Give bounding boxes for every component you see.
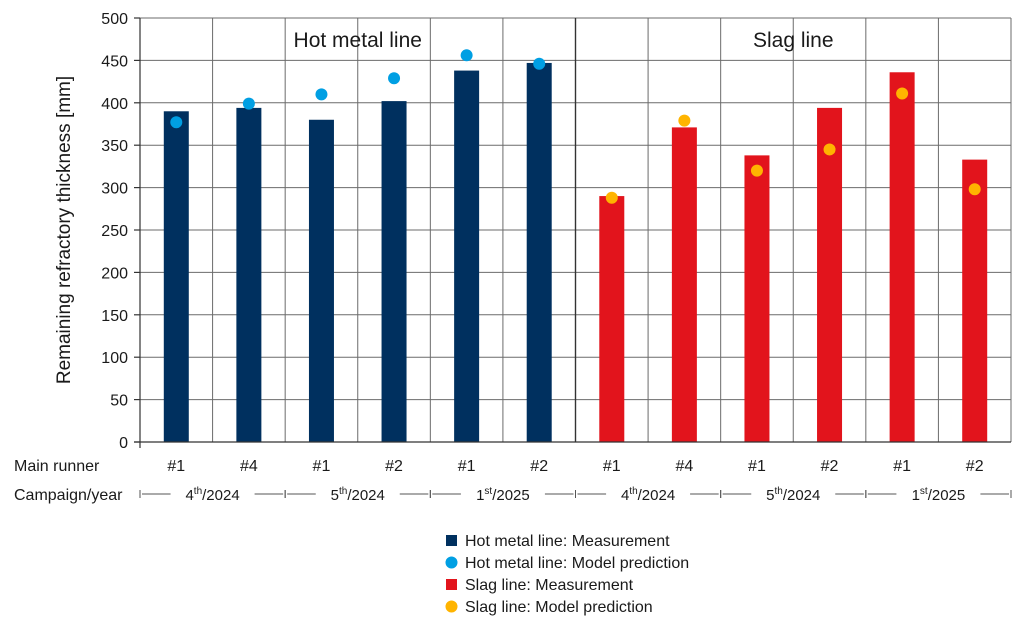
y-tick-label: 400 (101, 96, 128, 113)
section-title: Hot metal line (294, 29, 422, 52)
y-tick-label: 450 (101, 53, 128, 70)
row-label-campaign: Campaign/year (14, 487, 123, 504)
x-tick-label-runner: #1 (167, 458, 185, 475)
x-tick-label-runner: #2 (530, 458, 548, 475)
point-prediction (823, 143, 836, 156)
bar-measurement (381, 101, 407, 442)
x-tick-label-runner: #1 (893, 458, 911, 475)
legend-swatch-circle (445, 556, 458, 569)
point-prediction (605, 191, 618, 204)
point-prediction (968, 183, 981, 196)
legend-label: Slag line: Measurement (465, 577, 634, 594)
campaign-label: 4th/2024 (621, 486, 675, 504)
point-prediction (678, 114, 691, 127)
y-tick-label: 250 (101, 223, 128, 240)
y-axis-label: Remaining refractory thickness [mm] (54, 76, 75, 384)
bar-measurement (817, 107, 843, 442)
bar-measurement (889, 72, 915, 442)
bar-measurement (599, 196, 625, 442)
campaign-label: 1st/2025 (476, 486, 530, 504)
point-prediction (460, 49, 473, 62)
x-tick-label-runner: #4 (240, 458, 258, 475)
x-tick-label-runner: #2 (821, 458, 839, 475)
legend-label: Slag line: Model prediction (465, 599, 653, 616)
point-prediction (388, 72, 401, 85)
point-prediction (315, 88, 328, 101)
campaign-label: 5th/2024 (331, 486, 385, 504)
labels: 0 50 100 150 200 250 300 350 400 450 500 Hot metal … (14, 11, 1012, 504)
bar-measurement (163, 111, 189, 442)
campaign-label: 1st/2025 (912, 486, 966, 504)
prediction-points (170, 49, 981, 204)
point-prediction (533, 57, 546, 70)
y-tick-label: 150 (101, 308, 128, 325)
point-prediction (170, 116, 183, 129)
x-tick-label-runner: #2 (385, 458, 403, 475)
x-tick-label-runner: #4 (675, 458, 693, 475)
y-tick-label: 300 (101, 181, 128, 198)
y-tick-label: 200 (101, 265, 128, 282)
row-label-runner: Main runner (14, 458, 100, 475)
legend-label: Hot metal line: Measurement (465, 533, 670, 550)
y-tick-label: 100 (101, 350, 128, 367)
bars (163, 62, 988, 443)
x-tick-label-runner: #1 (313, 458, 331, 475)
campaign-label: 4th/2024 (185, 486, 239, 504)
x-tick-label-runner: #1 (603, 458, 621, 475)
point-prediction (896, 87, 909, 100)
campaign-label: 5th/2024 (766, 486, 820, 504)
legend: Hot metal line: Measurement Hot metal lin… (445, 533, 689, 616)
x-tick-label-runner: #1 (458, 458, 476, 475)
section-title: Slag line (753, 29, 834, 52)
x-tick-label-runner: #1 (748, 458, 766, 475)
bar-measurement (671, 127, 697, 442)
legend-label: Hot metal line: Model prediction (465, 555, 689, 572)
legend-swatch-square (446, 535, 457, 546)
bar-measurement (236, 107, 262, 442)
bar-measurement (744, 155, 770, 442)
bar-measurement (962, 159, 988, 442)
legend-swatch-square (446, 579, 457, 590)
y-tick-label: 500 (101, 11, 128, 28)
bar-measurement (308, 119, 334, 442)
bar-measurement (526, 62, 552, 442)
y-tick-label: 350 (101, 138, 128, 155)
legend-swatch-circle (445, 600, 458, 613)
y-tick-label: 50 (110, 393, 128, 410)
point-prediction (750, 164, 763, 177)
axes (134, 17, 1011, 448)
y-tick-label: 0 (119, 435, 128, 452)
bar-measurement (454, 70, 480, 443)
point-prediction (242, 97, 255, 110)
x-tick-label-runner: #2 (966, 458, 984, 475)
